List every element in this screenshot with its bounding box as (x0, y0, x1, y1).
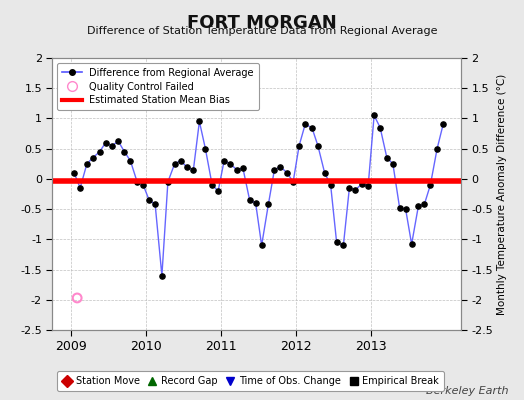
Point (70, 170, 79, 176)
Point (182, 164, 191, 170)
Point (201, 146, 210, 152)
Point (270, 167, 279, 173)
Point (102, 140, 110, 146)
Point (120, 148, 128, 155)
Point (426, 182, 434, 188)
Point (177, 158, 185, 164)
Point (301, 121, 309, 128)
Point (208, 182, 216, 188)
Point (151, 201, 159, 208)
Point (308, 124, 316, 131)
Point (383, 154, 391, 161)
Point (114, 138, 123, 145)
Point (158, 272, 166, 279)
Point (433, 146, 441, 152)
Point (283, 170, 291, 176)
Point (189, 167, 198, 173)
Point (439, 121, 447, 128)
Point (414, 203, 422, 209)
Point (339, 242, 347, 248)
Point (139, 182, 147, 188)
Point (214, 188, 222, 194)
Point (345, 185, 354, 191)
Point (126, 158, 135, 164)
Point (408, 241, 416, 247)
Legend: Station Move, Record Gap, Time of Obs. Change, Empirical Break: Station Move, Record Gap, Time of Obs. C… (57, 372, 444, 391)
Point (351, 186, 359, 193)
Point (370, 112, 378, 119)
Point (145, 197, 154, 203)
Point (245, 197, 254, 203)
Point (95, 148, 104, 155)
Point (321, 170, 329, 176)
Legend: Difference from Regional Average, Quality Control Failed, Estimated Station Mean: Difference from Regional Average, Qualit… (57, 63, 259, 110)
Text: FORT MORGAN: FORT MORGAN (187, 14, 337, 32)
Point (401, 206, 410, 212)
Point (226, 160, 234, 167)
Point (170, 160, 179, 167)
Point (326, 182, 335, 188)
Y-axis label: Monthly Temperature Anomaly Difference (°C): Monthly Temperature Anomaly Difference (… (497, 73, 507, 315)
Point (133, 179, 141, 185)
Point (420, 201, 429, 208)
Point (257, 242, 266, 248)
Point (314, 142, 322, 149)
Point (396, 205, 404, 211)
Point (73, 295, 81, 301)
Point (389, 160, 397, 167)
Point (332, 239, 341, 246)
Point (76, 185, 84, 191)
Point (220, 158, 228, 164)
Point (364, 183, 373, 189)
Point (252, 200, 260, 206)
Point (107, 142, 116, 149)
Point (376, 124, 384, 131)
Point (233, 167, 241, 173)
Point (163, 179, 172, 185)
Point (276, 164, 285, 170)
Point (264, 201, 272, 208)
Text: Difference of Station Temperature Data from Regional Average: Difference of Station Temperature Data f… (87, 26, 437, 36)
Point (195, 118, 204, 125)
Point (295, 142, 303, 149)
Point (83, 160, 91, 167)
Point (239, 165, 247, 171)
Point (358, 180, 366, 187)
Text: Berkeley Earth: Berkeley Earth (426, 386, 508, 396)
Point (89, 154, 97, 161)
Point (289, 179, 297, 185)
